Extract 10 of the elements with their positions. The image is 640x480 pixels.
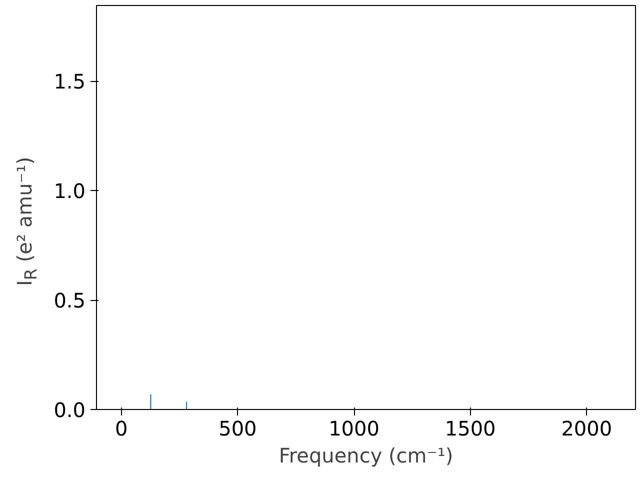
x-tick-label: 1000 bbox=[328, 416, 380, 440]
x-axis-title: Frequency (cm⁻¹) bbox=[278, 444, 454, 468]
x-tick-label: 500 bbox=[218, 416, 257, 440]
y-tick-label: 0.5 bbox=[54, 288, 86, 313]
y-tick-label: 0.0 bbox=[54, 398, 86, 422]
y-tick-label: 1.5 bbox=[54, 70, 86, 94]
x-tick-label: 1500 bbox=[444, 416, 496, 440]
x-tick-label: 0 bbox=[115, 416, 128, 440]
x-tick-label: 2000 bbox=[561, 416, 612, 440]
y-tick-label: 1.0 bbox=[54, 179, 86, 204]
